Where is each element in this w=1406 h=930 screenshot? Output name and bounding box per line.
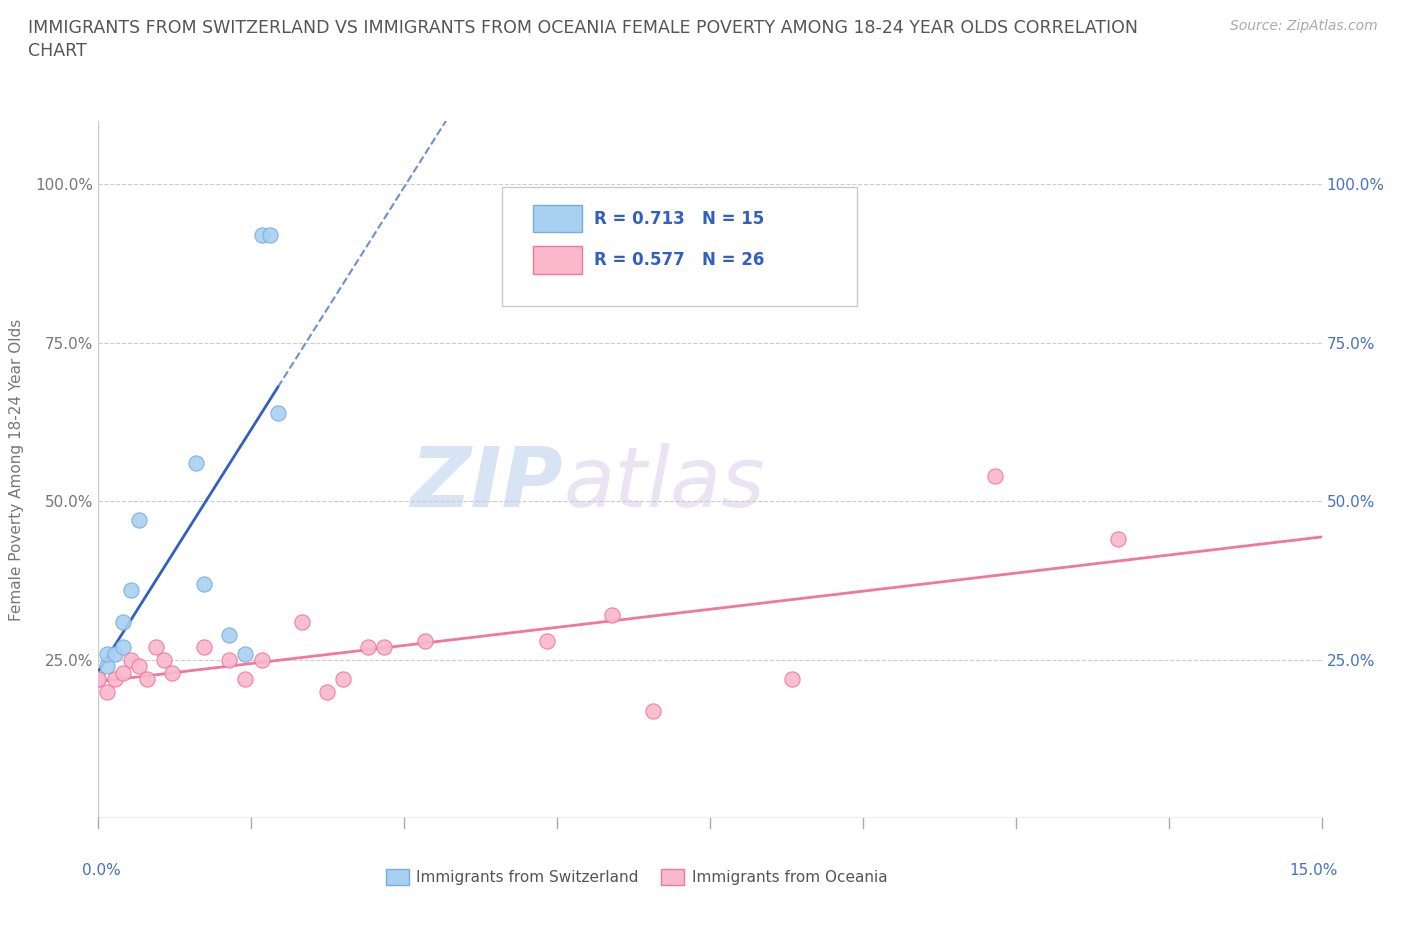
Point [413,633,436,648]
Point [111,665,134,680]
Point [332,671,354,686]
Point [641,703,664,718]
Legend: Immigrants from Switzerland, Immigrants from Oceania: Immigrants from Switzerland, Immigrants … [380,863,894,891]
Point [104,646,127,661]
Point [96,658,118,673]
Point [780,671,803,686]
Point [600,608,623,623]
Point [111,615,134,630]
Point [186,456,208,471]
Point [136,671,159,686]
Point [128,513,150,528]
Text: ZIP: ZIP [411,443,564,525]
Point [160,665,183,680]
FancyBboxPatch shape [533,246,582,274]
Point [250,653,273,668]
Point [111,640,134,655]
Text: atlas: atlas [564,443,765,525]
Point [984,469,1007,484]
Point [104,671,127,686]
Point [233,646,256,661]
Text: Source: ZipAtlas.com: Source: ZipAtlas.com [1230,19,1378,33]
Point [128,658,150,673]
Point [259,228,281,243]
Text: R = 0.713   N = 15: R = 0.713 N = 15 [593,209,763,228]
Point [536,633,558,648]
Point [193,640,215,655]
Text: IMMIGRANTS FROM SWITZERLAND VS IMMIGRANTS FROM OCEANIA FEMALE POVERTY AMONG 18-2: IMMIGRANTS FROM SWITZERLAND VS IMMIGRANT… [28,19,1137,60]
FancyBboxPatch shape [533,205,582,232]
Point [291,615,314,630]
Text: R = 0.577   N = 26: R = 0.577 N = 26 [593,251,765,270]
Y-axis label: Female Poverty Among 18-24 Year Olds: Female Poverty Among 18-24 Year Olds [10,319,24,621]
Point [120,583,142,598]
Point [218,627,240,642]
Point [250,228,273,243]
Point [1107,532,1129,547]
Point [267,405,290,420]
Point [152,653,174,668]
Point [233,671,256,686]
Point [356,640,378,655]
FancyBboxPatch shape [502,187,856,306]
Point [373,640,395,655]
Text: 15.0%: 15.0% [1289,863,1339,878]
Point [218,653,240,668]
Text: 0.0%: 0.0% [82,863,121,878]
Point [96,646,118,661]
Point [145,640,167,655]
Point [87,671,110,686]
Point [96,684,118,699]
Point [120,653,142,668]
Point [87,671,110,686]
Point [315,684,337,699]
Point [193,577,215,591]
